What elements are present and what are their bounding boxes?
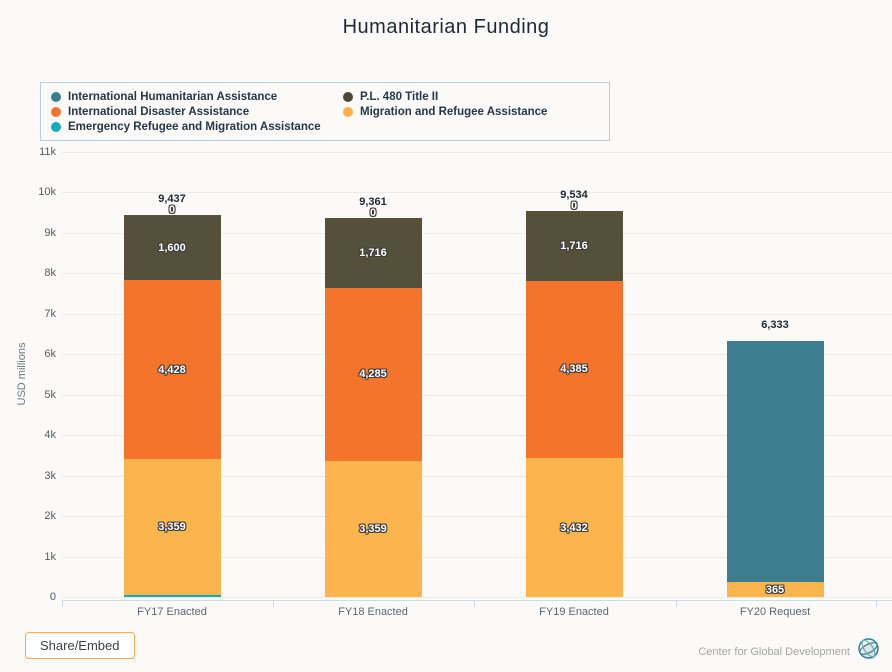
y-tick-label: 5k [44,388,56,401]
segment-value-label: 1,716 [359,247,387,259]
y-gridline [62,192,892,194]
y-gridline [62,273,892,275]
y-gridline [62,435,892,437]
y-tick-label: 9k [44,226,56,239]
segment-value-label: 4,285 [359,368,387,381]
y-gridline [62,597,892,598]
y-gridline [62,313,892,315]
legend-item-emergency-refugee-and-migration-assistance[interactable]: Emergency Refugee and Migration Assistan… [51,119,343,134]
legend-item-label: P.L. 480 Title II [360,90,439,103]
bar-total-label: 9,437 [158,193,186,206]
segment-value-label: 3,359 [158,521,186,534]
bar-segment-international-humanitarian-assistance[interactable] [726,340,824,583]
x-axis-category-label: FY19 Enacted [539,606,609,618]
y-tick-label: 4k [44,429,56,442]
segment-value-label: 0 [369,207,377,220]
credit-text: Center for Global Development [698,645,850,658]
y-gridline [62,475,892,477]
bar-segment-p-l-480-title-ii[interactable] [123,215,221,280]
y-tick-label: 7k [44,307,56,320]
legend-item-migration-and-refugee-assistance[interactable]: Migration and Refugee Assistance [343,104,609,119]
legend-color-dot [51,91,61,102]
legend-color-dot [343,91,353,102]
segment-value-label: 0 [168,204,176,217]
legend-color-dot [51,121,61,132]
y-tick-label: 3k [44,469,56,482]
credit: Center for Global Development [698,636,882,667]
page-title: Humanitarian Funding [342,16,550,38]
x-axis-tick [62,600,63,607]
segment-value-label: 4,428 [158,363,186,376]
cgd-globe-logo-icon [856,636,882,667]
segment-value-label: 3,359 [359,523,387,536]
y-tick-label: 2k [44,510,56,523]
bar-segment-emergency-refugee-and-migration-assistance[interactable] [123,594,221,597]
y-gridline [62,232,892,234]
x-axis-tick [273,600,274,607]
segment-value-label: 4,385 [560,363,588,376]
bar-segment-migration-and-refugee-assistance[interactable] [123,459,221,595]
y-tick-label: 10k [38,186,56,199]
legend-color-dot [343,106,353,117]
bar-segment-migration-and-refugee-assistance[interactable] [525,458,623,597]
x-axis-tick [876,600,877,607]
x-axis-tick [676,600,677,607]
x-axis-tick [474,600,475,607]
segment-value-label: 3,432 [560,521,588,534]
bar-total-label: 9,534 [560,189,588,202]
bar-segment-p-l-480-title-ii[interactable] [525,211,623,281]
y-gridline [62,556,892,558]
legend-item-label: International Humanitarian Assistance [68,90,278,103]
legend-item-label: Emergency Refugee and Migration Assistan… [68,120,321,133]
segment-value-label: 1,600 [158,241,186,254]
y-tick-label: 11k [39,146,56,158]
y-tick-label: 8k [44,267,56,280]
bar-segment-migration-and-refugee-assistance[interactable] [726,582,824,597]
y-gridline [62,394,892,396]
bar-total-label: 6,333 [761,318,789,331]
y-tick-label: 0 [49,591,56,603]
legend-item-international-disaster-assistance[interactable]: International Disaster Assistance [51,104,343,119]
bar-segment-international-disaster-assistance[interactable] [123,279,221,460]
legend-item-label: International Disaster Assistance [68,105,250,118]
y-tick-label: 6k [44,348,56,361]
segment-value-label: 1,716 [560,240,588,253]
y-gridline [62,516,892,518]
share-embed-button[interactable]: Share/Embed [25,632,135,659]
x-axis-category-label: FY20 Request [739,606,811,618]
legend: International Humanitarian Assistance P.L… [40,82,610,141]
y-tick-label: 1k [44,550,56,563]
legend-item-p-l-480-title-ii[interactable]: P.L. 480 Title II [343,89,609,104]
legend-item-international-humanitarian-assistance[interactable]: International Humanitarian Assistance [51,89,343,104]
bar-segment-international-disaster-assistance[interactable] [324,287,422,462]
x-axis-line [62,600,892,601]
x-axis-category-label: FY17 Enacted [137,606,207,618]
bar-segment-p-l-480-title-ii[interactable] [324,218,422,288]
legend-item-label: Migration and Refugee Assistance [360,105,548,118]
x-axis-category-label: FY18 Enacted [338,606,408,618]
segment-value-label: 365 [765,583,785,596]
bar-total-label: 9,361 [359,196,387,209]
legend-color-dot [51,106,61,117]
bar-segment-international-disaster-assistance[interactable] [525,280,623,459]
y-gridline [62,152,892,153]
segment-value-label: 0 [570,200,578,213]
y-gridline [62,354,892,356]
bar-segment-migration-and-refugee-assistance[interactable] [324,461,422,597]
